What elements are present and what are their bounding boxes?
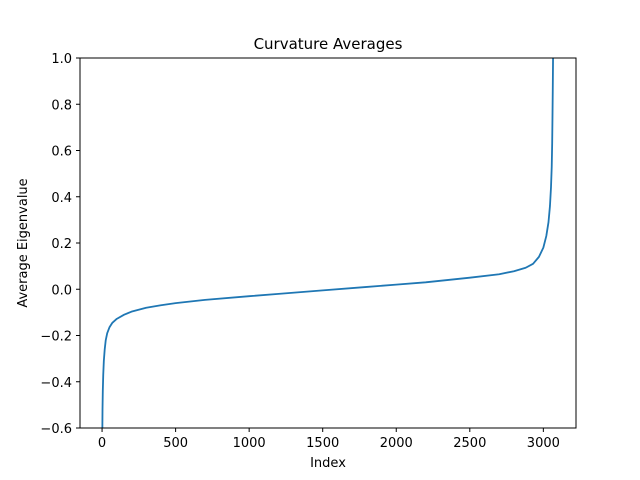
x-tick-label: 1500 bbox=[306, 436, 339, 451]
x-tick-label: 1000 bbox=[233, 436, 266, 451]
x-axis: 0 500 1000 1500 2000 2500 3000 bbox=[98, 428, 560, 451]
x-tick-label: 2000 bbox=[380, 436, 413, 451]
y-tick-label: 0.8 bbox=[51, 98, 72, 113]
y-tick-label: −0.4 bbox=[40, 376, 72, 391]
y-tick-label: 0.6 bbox=[51, 145, 72, 160]
y-tick-label: 0.4 bbox=[51, 191, 72, 206]
x-tick-label: 500 bbox=[163, 436, 188, 451]
x-axis-label: Index bbox=[310, 456, 346, 471]
x-tick-label: 0 bbox=[98, 436, 106, 451]
y-tick-label: 0.0 bbox=[51, 283, 72, 298]
plot-area bbox=[101, 57, 554, 429]
y-axis: −0.6 −0.4 −0.2 0.0 0.2 0.4 0.6 0.8 1.0 bbox=[40, 52, 80, 437]
x-tick-label: 2500 bbox=[453, 436, 486, 451]
chart-title: Curvature Averages bbox=[254, 35, 403, 53]
y-tick-label: 1.0 bbox=[51, 52, 72, 67]
y-tick-label: 0.2 bbox=[51, 237, 72, 252]
y-tick-label: −0.2 bbox=[40, 330, 72, 345]
y-axis-label: Average Eigenvalue bbox=[16, 178, 31, 307]
x-tick-label: 3000 bbox=[527, 436, 560, 451]
y-tick-label: −0.6 bbox=[40, 422, 72, 437]
series-line-0 bbox=[101, 57, 554, 429]
